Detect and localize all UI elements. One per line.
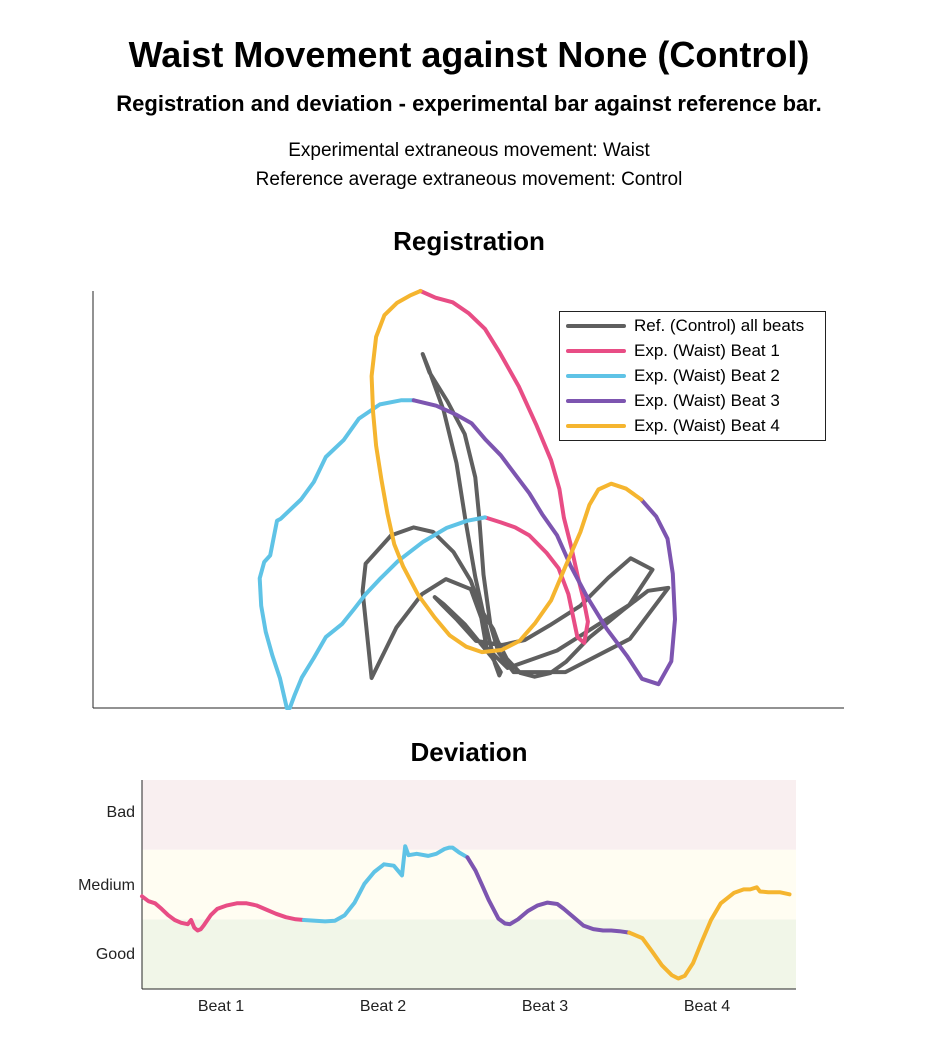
band-good [142,919,796,989]
legend-item-beat2: Exp. (Waist) Beat 2 [566,364,780,388]
legend-swatch-beat1 [566,349,626,353]
legend-label-beat4: Exp. (Waist) Beat 4 [634,416,780,435]
legend-label-beat2: Exp. (Waist) Beat 2 [634,366,780,385]
legend-item-beat1: Exp. (Waist) Beat 1 [566,339,780,363]
registration-series-beat2 [257,398,487,710]
registration-axes [92,291,844,709]
legend-item-reference: Ref. (Control) all beats [566,314,804,338]
legend-swatch-beat2 [566,374,626,378]
legend-swatch-reference [566,324,626,328]
legend-label-beat3: Exp. (Waist) Beat 3 [634,391,780,410]
deviation-title: Deviation [410,737,528,767]
registration-legend: Ref. (Control) all beats Exp. (Waist) Be… [559,311,826,441]
info-reference: Reference average extraneous movement: C… [255,169,683,190]
deviation-series-beat1 [140,894,306,933]
y-tick-bad: Bad [106,804,135,821]
deviation-axes [141,780,796,990]
deviation-series-beat3 [465,855,632,935]
x-tick-beat-3: Beat 3 [521,998,569,1015]
figure-title: Waist Movement against None (Control) [128,34,810,75]
x-tick-beat-1: Beat 1 [197,998,245,1015]
x-tick-beat-2: Beat 2 [359,998,407,1015]
deviation-lines [140,844,792,981]
legend-label-reference: Ref. (Control) all beats [634,316,805,335]
registration-series-beat4 [369,289,644,655]
legend-swatch-beat3 [566,399,626,403]
legend-label-beat1: Exp. (Waist) Beat 1 [634,341,780,360]
registration-title: Registration [393,226,545,256]
y-tick-medium: Medium [78,877,135,894]
band-bad [142,780,796,850]
figure-subtitle: Registration and deviation - experimenta… [116,91,822,116]
legend-swatch-beat4 [566,424,626,428]
registration-series-beat3 [411,398,677,687]
deviation-bands [142,780,796,989]
legend-item-beat4: Exp. (Waist) Beat 4 [566,414,780,438]
registration-series-beat1 [418,289,590,645]
legend-item-beat3: Exp. (Waist) Beat 3 [566,389,780,413]
info-experimental: Experimental extraneous movement: Waist [288,140,650,161]
registration-lines [257,289,677,710]
deviation-series-beat4 [627,885,792,981]
deviation-series-beat2 [301,844,470,924]
x-tick-beat-4: Beat 4 [683,998,731,1015]
y-tick-good: Good [95,946,135,963]
